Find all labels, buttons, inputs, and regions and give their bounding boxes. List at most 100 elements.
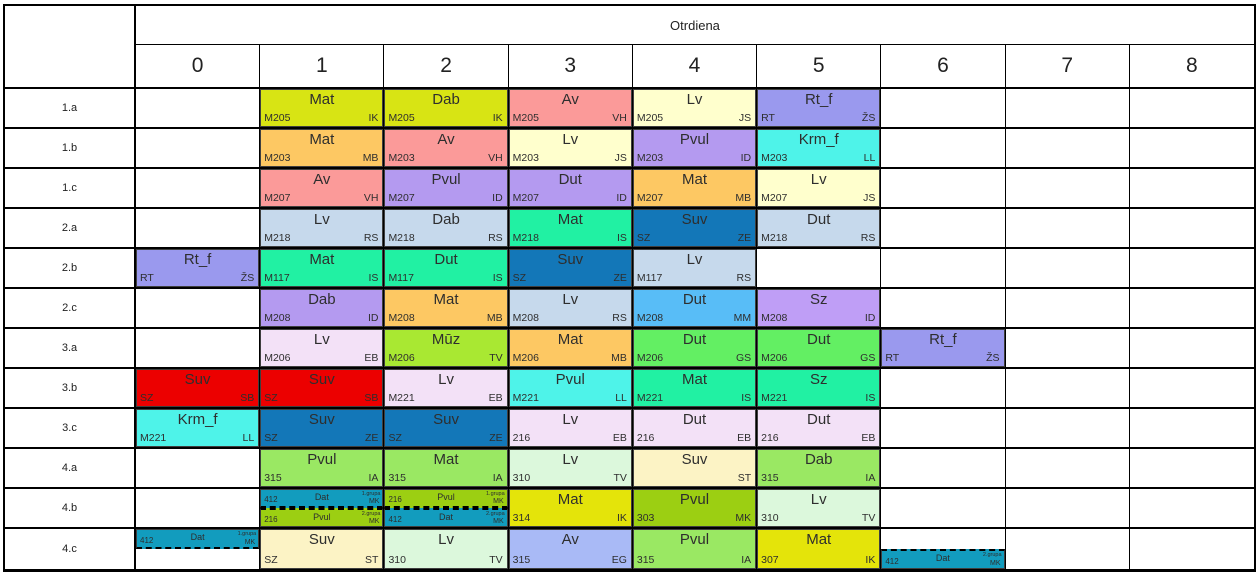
timetable-cell[interactable]: Krm_f M203 LL: [757, 129, 882, 169]
timetable-cell[interactable]: Lv 310 TV: [757, 489, 882, 529]
lesson-block[interactable]: Dut M206 GS: [757, 329, 881, 367]
timetable-cell[interactable]: Mat M205 IK: [260, 89, 385, 129]
lesson-block[interactable]: Pvul M203 ID: [632, 129, 757, 167]
timetable-cell[interactable]: Sz M208 ID: [757, 289, 882, 329]
lesson-block[interactable]: Pvul 303 MK: [632, 489, 757, 527]
timetable-cell[interactable]: Rt_f RT ŽS: [757, 89, 882, 129]
lesson-block[interactable]: Mat 315 IA: [384, 449, 508, 487]
lesson-block[interactable]: Lv 216 EB: [508, 409, 632, 447]
timetable-cell[interactable]: Mat M221 IS: [632, 369, 758, 409]
timetable-cell[interactable]: Dat 412 MK 1.grupa: [136, 529, 261, 569]
lesson-block[interactable]: Lv M205 JS: [632, 89, 757, 127]
timetable-cell[interactable]: Mat M117 IS: [260, 249, 385, 289]
timetable-cell[interactable]: Dab 315 IA: [757, 449, 882, 489]
timetable-cell[interactable]: Lv M205 JS: [632, 89, 758, 129]
lesson-block[interactable]: Lv M203 JS: [508, 129, 632, 167]
timetable-cell[interactable]: Dut M218 RS: [757, 209, 882, 249]
timetable-cell[interactable]: Dab M218 RS: [384, 209, 509, 249]
lesson-block[interactable]: Lv M208 RS: [508, 289, 632, 327]
lesson-block[interactable]: Suv SZ SB: [136, 369, 260, 407]
timetable-cell[interactable]: Mat M206 MB: [508, 329, 633, 369]
timetable-cell[interactable]: Dab M205 IK: [384, 89, 509, 129]
timetable-cell[interactable]: Mat 307 IK: [757, 529, 882, 569]
lesson-block[interactable]: Lv M206 EB: [260, 329, 384, 367]
lesson-block[interactable]: Lv 310 TV: [384, 529, 508, 569]
timetable-cell[interactable]: Rt_f RT ŽS: [881, 329, 1006, 369]
lesson-block[interactable]: Rt_f RT ŽS: [881, 329, 1005, 367]
lesson-block[interactable]: Av M207 VH: [260, 169, 384, 207]
timetable-cell[interactable]: Rt_f RT ŽS: [136, 249, 261, 289]
lesson-block[interactable]: Rt_f RT ŽS: [757, 89, 881, 127]
timetable-cell[interactable]: Pvul M207 ID: [384, 169, 509, 209]
lesson-block[interactable]: Dab M205 IK: [384, 89, 508, 127]
lesson-block[interactable]: Dut M207 ID: [508, 169, 632, 207]
lesson-block[interactable]: Dut M117 IS: [384, 249, 508, 287]
timetable-cell[interactable]: Mat M208 MB: [384, 289, 509, 329]
timetable-cell[interactable]: Pvul M203 ID: [632, 129, 758, 169]
timetable-cell[interactable]: Mat 315 IA: [384, 449, 509, 489]
timetable-cell[interactable]: Dut 216 EB: [757, 409, 882, 449]
lesson-block[interactable]: Suv SZ ZE: [384, 409, 508, 447]
lesson-block[interactable]: Suv SZ ZE: [508, 249, 632, 287]
timetable-cell[interactable]: Lv M206 EB: [260, 329, 385, 369]
lesson-block[interactable]: Krm_f M221 LL: [136, 409, 260, 447]
lesson-block[interactable]: Lv M221 EB: [384, 369, 508, 407]
timetable-cell[interactable]: Suv SZ ZE: [508, 249, 633, 289]
timetable-cell[interactable]: Lv M208 RS: [508, 289, 633, 329]
lesson-block[interactable]: Suv SZ ST: [260, 529, 384, 569]
timetable-cell[interactable]: Suv SZ ZE: [632, 209, 758, 249]
lesson-block[interactable]: Mat M207 MB: [632, 169, 757, 207]
lesson-block[interactable]: Av M205 VH: [508, 89, 632, 127]
lesson-block[interactable]: Dat 412 MK 2.grupa: [881, 549, 1005, 569]
timetable-cell[interactable]: Suv SZ ZE: [384, 409, 509, 449]
lesson-block[interactable]: Krm_f M203 LL: [757, 129, 881, 167]
lesson-block[interactable]: Rt_f RT ŽS: [136, 249, 260, 287]
lesson-block[interactable]: Lv 310 TV: [508, 449, 632, 487]
lesson-block[interactable]: Mūz M206 TV: [384, 329, 508, 367]
timetable-cell[interactable]: Pvul 315 IA: [632, 529, 758, 569]
timetable-cell[interactable]: Av M203 VH: [384, 129, 509, 169]
timetable-cell[interactable]: Mat M203 MB: [260, 129, 385, 169]
timetable-cell[interactable]: Dut M206 GS: [757, 329, 882, 369]
timetable-cell[interactable]: Dut M207 ID: [508, 169, 633, 209]
timetable-cell[interactable]: Lv 310 TV: [508, 449, 633, 489]
lesson-block[interactable]: Dut 216 EB: [757, 409, 881, 447]
timetable-cell[interactable]: Lv M117 RS: [632, 249, 758, 289]
lesson-block[interactable]: Lv 310 TV: [757, 489, 881, 527]
lesson-block[interactable]: Mat M221 IS: [632, 369, 757, 407]
lesson-block[interactable]: Mat M117 IS: [260, 249, 384, 287]
lesson-block[interactable]: Pvul 216 MK 1.grupa: [384, 489, 508, 508]
timetable-cell[interactable]: Dut M117 IS: [384, 249, 509, 289]
lesson-block[interactable]: Mat 307 IK: [757, 529, 881, 569]
lesson-block[interactable]: Lv M117 RS: [632, 249, 757, 287]
lesson-block[interactable]: Pvul 216 MK 2.grupa: [260, 508, 384, 527]
timetable-cell[interactable]: Pvul 303 MK: [632, 489, 758, 529]
timetable-cell[interactable]: Dat 412 MK 2.grupa: [881, 529, 1006, 569]
timetable-cell[interactable]: Suv SZ SB: [136, 369, 261, 409]
timetable-cell[interactable]: Dat 412 MK 1.grupa Pvul 216 MK 2.grupa: [260, 489, 385, 529]
timetable-cell[interactable]: Mūz M206 TV: [384, 329, 509, 369]
timetable-cell[interactable]: Mat 314 IK: [508, 489, 633, 529]
lesson-block[interactable]: Suv SZ ZE: [260, 409, 384, 447]
lesson-block[interactable]: Dat 412 MK 2.grupa: [384, 508, 508, 527]
timetable-cell[interactable]: Av 315 EG: [508, 529, 633, 569]
timetable-cell[interactable]: Lv 216 EB: [508, 409, 633, 449]
lesson-block[interactable]: Lv M218 RS: [260, 209, 384, 247]
lesson-block[interactable]: Dab 315 IA: [757, 449, 881, 487]
lesson-block[interactable]: Mat 314 IK: [508, 489, 632, 527]
timetable-cell[interactable]: Krm_f M221 LL: [136, 409, 261, 449]
timetable-cell[interactable]: Pvul 315 IA: [260, 449, 385, 489]
lesson-block[interactable]: Mat M206 MB: [508, 329, 632, 367]
timetable-cell[interactable]: Suv SZ ZE: [260, 409, 385, 449]
lesson-block[interactable]: Mat M218 IS: [508, 209, 632, 247]
timetable-cell[interactable]: Dab M208 ID: [260, 289, 385, 329]
timetable-cell[interactable]: Mat M207 MB: [632, 169, 758, 209]
timetable-cell[interactable]: Suv SZ SB: [260, 369, 385, 409]
lesson-block[interactable]: Suv SZ ZE: [632, 209, 757, 247]
lesson-block[interactable]: Lv M207 JS: [757, 169, 881, 207]
lesson-block[interactable]: Av M203 VH: [384, 129, 508, 167]
lesson-block[interactable]: Suv SZ SB: [260, 369, 384, 407]
lesson-block[interactable]: Dab M218 RS: [384, 209, 508, 247]
lesson-block[interactable]: Sz M208 ID: [757, 289, 881, 327]
timetable-cell[interactable]: Pvul M221 LL: [508, 369, 633, 409]
